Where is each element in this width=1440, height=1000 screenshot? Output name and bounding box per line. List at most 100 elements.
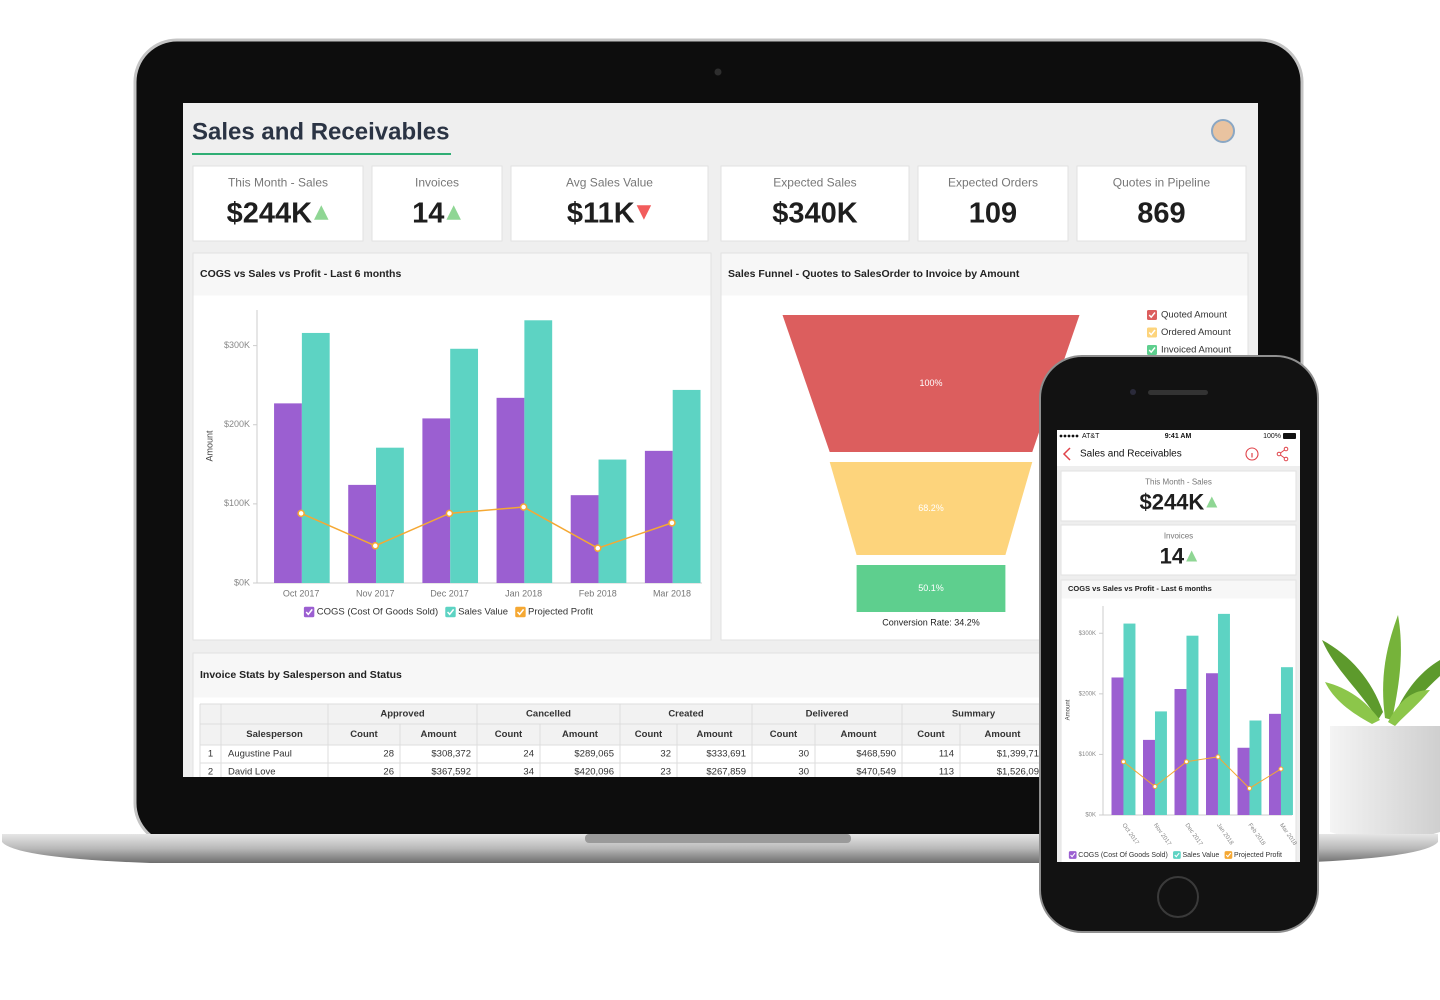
kpi-card	[1076, 165, 1247, 242]
plant	[1322, 615, 1440, 841]
line-point	[1215, 754, 1221, 760]
share-icon	[1276, 451, 1282, 457]
bar	[1269, 713, 1281, 815]
legend-swatch	[515, 606, 526, 618]
bar	[1174, 688, 1187, 815]
cell: 28	[383, 749, 394, 760]
kpi-value: $244K	[227, 197, 313, 229]
check-icon	[516, 608, 525, 616]
line-point	[594, 544, 602, 552]
column-header: Count	[495, 729, 523, 740]
legend-swatch	[1147, 345, 1157, 355]
cell: 114	[939, 749, 954, 760]
trend-icon	[314, 205, 329, 220]
funnel-segment	[782, 315, 1080, 452]
line-point	[1278, 766, 1284, 772]
carrier: AT&T	[1082, 433, 1100, 440]
info-button[interactable]	[1245, 447, 1259, 461]
funnel-segment	[856, 565, 1006, 612]
legend: COGS (Cost Of Goods Sold) Sales Value Proj…	[303, 606, 593, 618]
kpi-card	[510, 165, 709, 242]
bar	[1186, 635, 1199, 815]
cell: $1,399,71	[997, 749, 1039, 760]
kpi-value: $340K	[772, 197, 858, 229]
line-point	[1120, 759, 1126, 765]
share-button[interactable]	[1276, 446, 1289, 462]
cell: 23	[660, 767, 671, 778]
y-tick-label: $300K	[1079, 631, 1096, 637]
legend-label: Ordered Amount	[1161, 327, 1231, 338]
cell: $333,691	[706, 749, 746, 760]
legend: COGS (Cost Of Goods Sold) Sales Value Proj…	[1068, 851, 1282, 859]
column-header: Count	[917, 729, 945, 740]
kpi-label: Expected Orders	[948, 175, 1038, 189]
kpi-value: $244K	[1139, 489, 1204, 514]
y-tick-label: $200K	[224, 419, 250, 429]
kpi-label: Quotes in Pipeline	[1113, 175, 1211, 189]
panel-title: COGS vs Sales vs Profit - Last 6 months	[1068, 584, 1212, 593]
legend-label: Sales Value	[1182, 852, 1219, 859]
share-icon	[1283, 446, 1289, 452]
home-button	[1157, 876, 1199, 918]
back-button[interactable]	[1062, 447, 1071, 461]
bar	[598, 459, 627, 583]
legend-label: Invoiced Amount	[1161, 345, 1232, 356]
check-icon	[1070, 852, 1076, 858]
bar	[570, 495, 599, 583]
row-index: 1	[208, 749, 213, 760]
line-point	[445, 509, 454, 518]
camera	[714, 68, 722, 76]
x-tick-label: Oct 2017	[283, 588, 320, 598]
kpi-card	[720, 165, 910, 242]
kpi-card	[1060, 524, 1297, 576]
funnel-label: 50.1%	[918, 583, 944, 593]
kpi-label: Invoices	[415, 175, 459, 189]
signal-dot	[1059, 434, 1063, 438]
cell: 32	[660, 749, 671, 760]
speaker	[1148, 390, 1208, 395]
kpi-label: Invoices	[1164, 532, 1193, 541]
bar	[274, 403, 302, 583]
bar	[1280, 667, 1293, 815]
app-title: Sales and Receivables	[1080, 449, 1182, 460]
avatar-icon	[1211, 119, 1235, 143]
cell: $468,590	[856, 749, 896, 760]
signal-dot	[1075, 434, 1079, 438]
bar	[644, 450, 673, 583]
column-header: Count	[635, 729, 663, 740]
panel-header	[1061, 580, 1296, 599]
column-header: Amount	[562, 729, 599, 740]
check-icon	[1174, 852, 1180, 858]
column-header: Amount	[697, 729, 734, 740]
x-tick-label: Feb 2018	[579, 588, 617, 598]
line-point	[519, 503, 528, 511]
cell: $308,372	[431, 749, 471, 760]
column-header: Amount	[841, 729, 878, 740]
bar	[1206, 673, 1218, 815]
line-point	[1183, 759, 1189, 765]
bar	[524, 320, 553, 583]
battery-icon	[1283, 433, 1296, 439]
cell: $420,096	[574, 767, 614, 778]
column-header: Amount	[421, 729, 458, 740]
info-icon	[1245, 447, 1259, 461]
cell: 30	[798, 767, 809, 778]
kpi-card	[192, 165, 364, 242]
line-point	[371, 542, 380, 550]
y-axis-label: Amount	[204, 430, 214, 462]
bar	[1217, 613, 1230, 815]
column-header: Amount	[985, 729, 1022, 740]
dashboard-title: Sales and Receivables	[192, 118, 449, 145]
panel-title: Invoice Stats by Salesperson and Status	[200, 669, 402, 681]
cell: $267,859	[706, 767, 746, 778]
battery-text: 100%	[1263, 433, 1281, 440]
row-index: 2	[208, 767, 213, 778]
bar	[348, 484, 377, 583]
signal-dot	[1067, 434, 1071, 438]
legend-label: Sales Value	[458, 607, 508, 618]
cell: David Love	[228, 767, 276, 778]
kpi-card	[917, 165, 1069, 242]
cell: 24	[523, 749, 534, 760]
legend-swatch	[1147, 310, 1157, 320]
